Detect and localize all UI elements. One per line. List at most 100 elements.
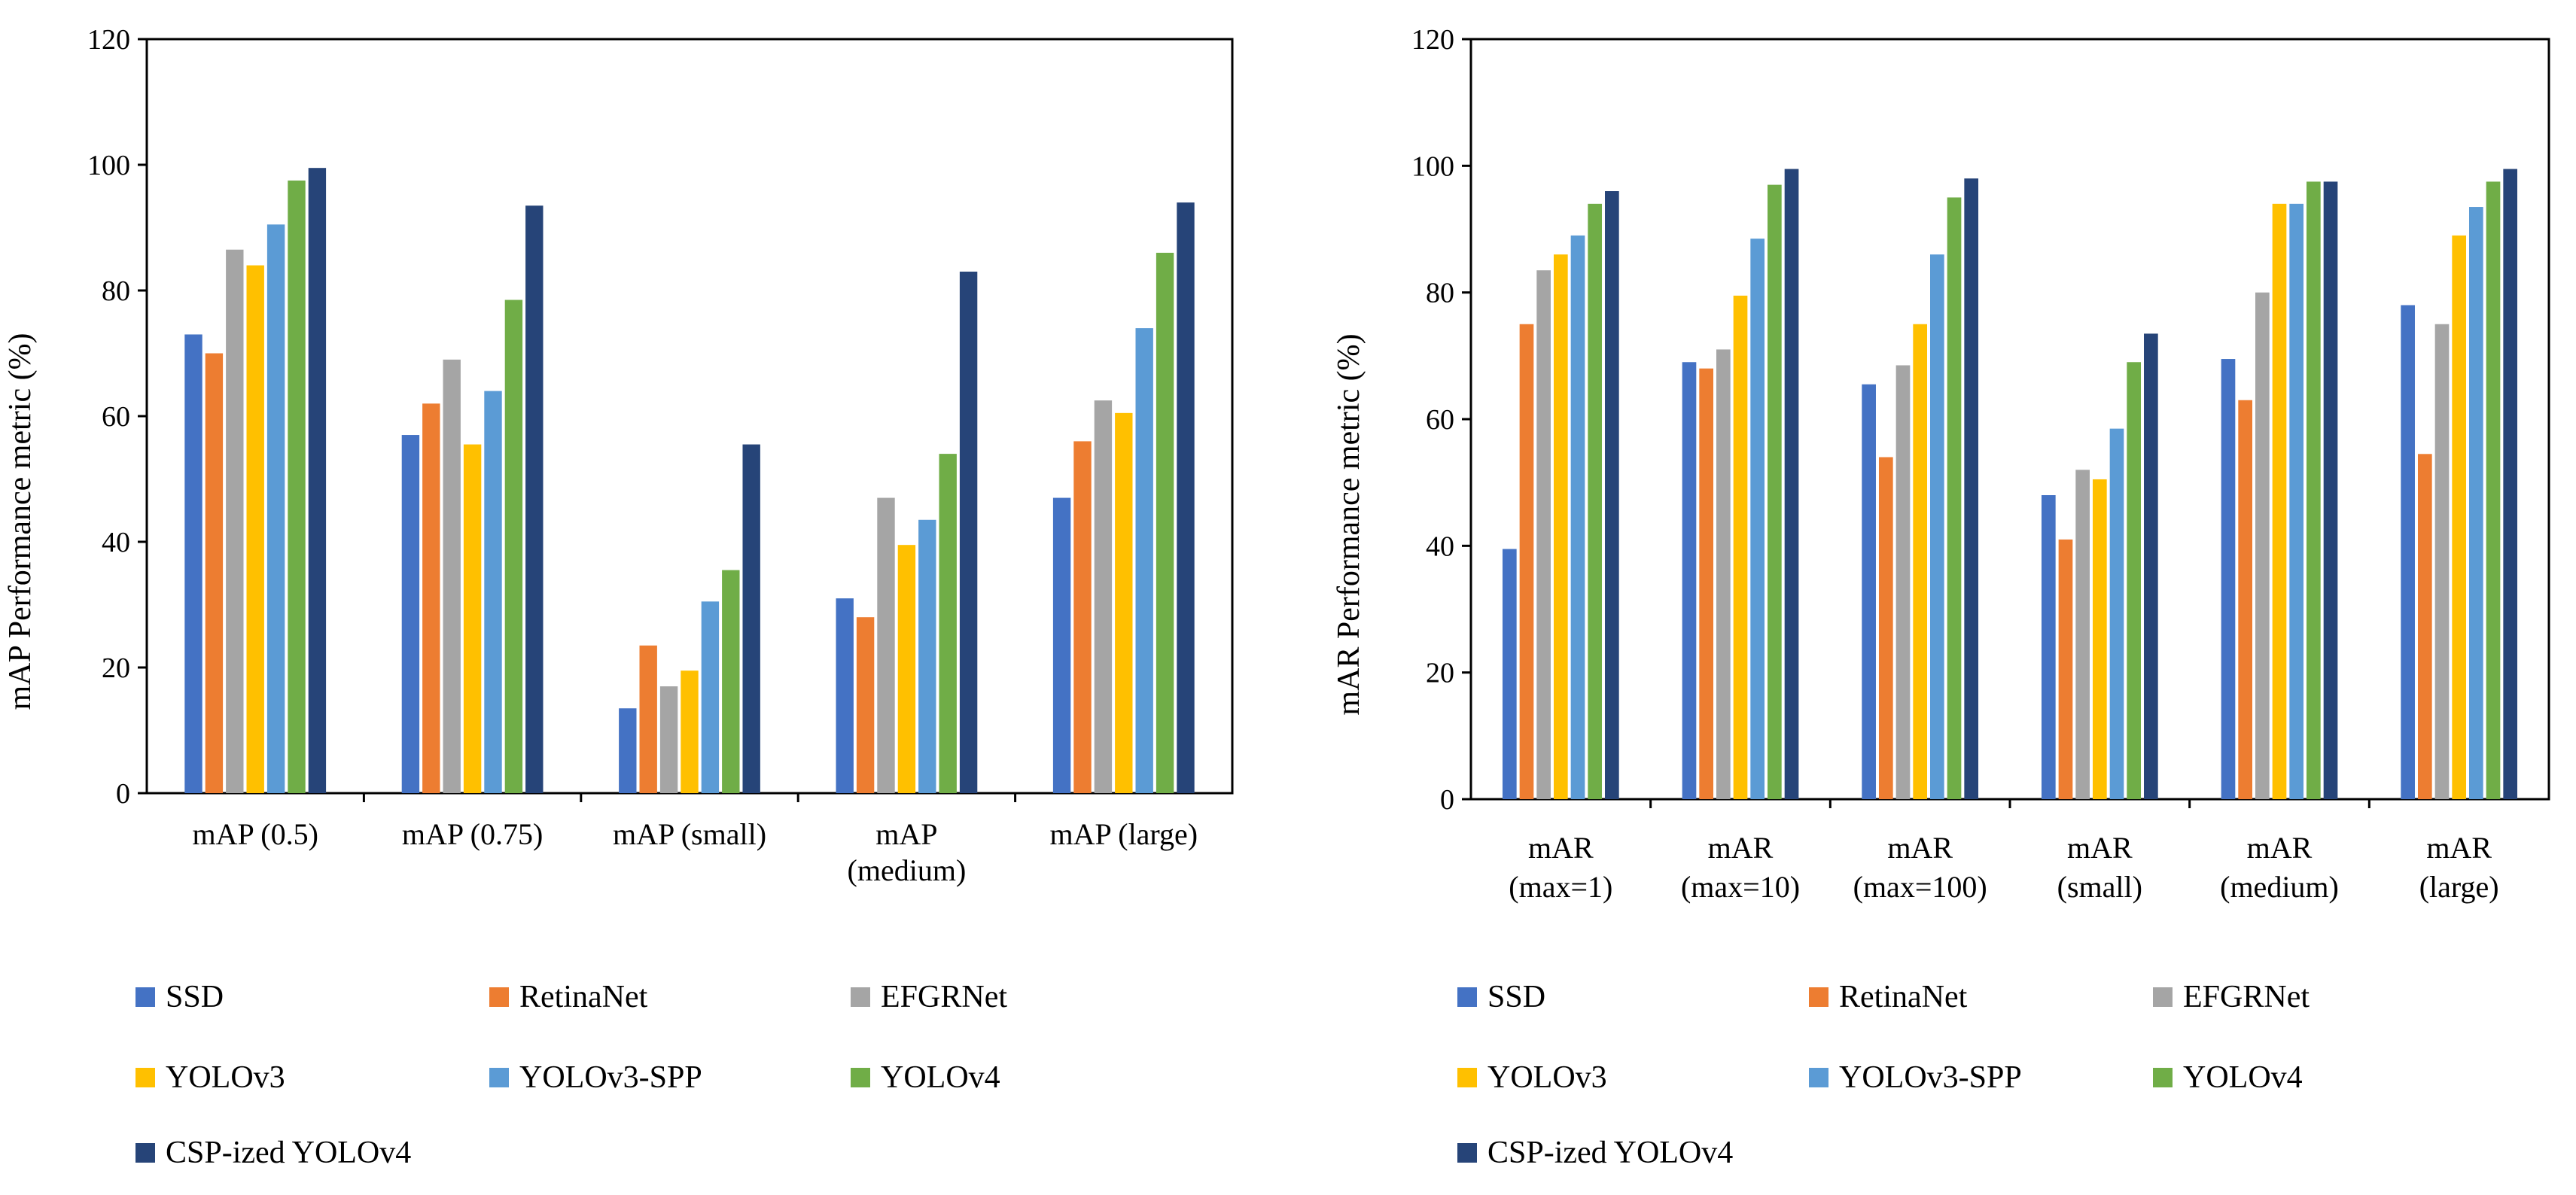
bar-efgrnet: [226, 249, 244, 794]
y-tick-label: 0: [1440, 784, 1454, 816]
bar-retinanet: [856, 617, 875, 793]
legend-label: YOLOv3-SPP: [519, 1060, 702, 1095]
legend-swatch: [1457, 987, 1477, 1007]
bar-ssd: [619, 708, 637, 793]
legend-label: YOLOv3-SPP: [1839, 1060, 2022, 1095]
y-tick-label: 100: [87, 150, 130, 181]
bar-ssd: [184, 334, 202, 793]
legend-swatch: [135, 1143, 155, 1163]
y-axis-title: mAR Performance metric (%): [1332, 333, 1366, 715]
bar-yolov4: [2127, 362, 2142, 799]
bar-retinanet: [205, 353, 224, 793]
bar-yolov3-spp: [701, 601, 720, 793]
plot-area: [1469, 38, 2550, 801]
legend-swatch: [1809, 987, 1828, 1007]
x-tick-label: mAP (large): [1049, 817, 1198, 851]
bar-ssd: [1052, 497, 1071, 793]
bar-yolov3-spp: [1570, 235, 1585, 800]
x-tick-label: (large): [2419, 870, 2499, 904]
bar-yolov4: [1768, 184, 1782, 800]
bar-efgrnet: [1716, 349, 1731, 800]
bar-efgrnet: [659, 686, 678, 793]
bar-ssd: [1862, 384, 1876, 799]
y-tick-label: 40: [1426, 531, 1454, 562]
bar-retinanet: [2058, 539, 2073, 799]
legend-swatch: [135, 987, 155, 1007]
y-tick-label: 80: [102, 275, 130, 307]
legend-swatch: [851, 1068, 870, 1087]
bar-efgrnet: [1536, 270, 1551, 799]
y-tick-label: 60: [1426, 404, 1454, 436]
bar-efgrnet: [877, 497, 895, 793]
bar-csp-ized-yolov4: [959, 271, 978, 793]
bar-ssd: [401, 435, 420, 793]
bar-yolov3: [1553, 254, 1568, 800]
bar-yolov3-spp: [2469, 207, 2483, 800]
x-tick-label: (medium): [2220, 870, 2339, 904]
bar-yolov3-spp: [1930, 254, 1944, 800]
legend-swatch: [135, 1068, 155, 1087]
legend-label: YOLOv4: [2183, 1060, 2303, 1095]
bar-yolov3-spp: [484, 391, 502, 793]
legend-label: CSP-ized YOLOv4: [1487, 1136, 1733, 1170]
bar-yolov3-spp: [1750, 239, 1765, 799]
legend-label: SSD: [1487, 980, 1545, 1014]
bar-retinanet: [2417, 454, 2432, 799]
bar-retinanet: [1519, 324, 1534, 799]
bar-csp-ized-yolov4: [1605, 191, 1619, 799]
bar-ssd: [836, 598, 854, 793]
bar-retinanet: [422, 403, 440, 793]
bar-yolov3: [2272, 203, 2287, 799]
bar-efgrnet: [2075, 470, 2090, 799]
bar-yolov4: [939, 454, 957, 793]
y-tick-label: 40: [102, 527, 130, 558]
y-tick-label: 80: [1426, 278, 1454, 309]
bar-yolov4: [504, 300, 523, 793]
legend-label: YOLOv4: [881, 1060, 1000, 1095]
x-tick-label: mAR: [2426, 831, 2492, 865]
bar-yolov4: [1588, 203, 1603, 799]
y-tick-label: 20: [102, 652, 130, 684]
y-tick-label: 0: [116, 778, 130, 810]
legend-swatch: [1457, 1143, 1477, 1163]
bar-efgrnet: [443, 359, 461, 794]
bar-efgrnet: [1895, 365, 1911, 799]
bar-yolov3: [2452, 235, 2467, 800]
bar-retinanet: [1073, 441, 1092, 793]
bar-csp-ized-yolov4: [1784, 169, 1799, 799]
legend-swatch: [489, 987, 509, 1007]
bar-yolov3-spp: [266, 224, 285, 793]
x-tick-label: mAR: [1887, 831, 1953, 865]
map-chart: 0 20 40 60 80 100 120 mAP Performance metric (%…: [3, 24, 1234, 1170]
y-tick-label: 120: [1411, 24, 1454, 56]
bar-yolov3: [2092, 479, 2107, 799]
bar-yolov3: [681, 670, 699, 793]
bar-ssd: [2221, 359, 2236, 800]
y-tick-label: 60: [102, 401, 130, 433]
x-tick-label: mAP: [875, 817, 937, 851]
bar-ssd: [1682, 362, 1697, 799]
bar-yolov3: [897, 545, 916, 793]
bar-yolov3-spp: [2289, 203, 2304, 799]
x-tick-label: (max=10): [1681, 870, 1800, 904]
legend-label: RetinaNet: [519, 980, 648, 1014]
bar-yolov3: [1913, 324, 1928, 799]
legend-swatch: [1809, 1068, 1828, 1087]
bar-ssd: [2401, 305, 2415, 799]
x-tick-label: (small): [2057, 870, 2142, 904]
bar-yolov3-spp: [918, 519, 936, 793]
bar-yolov4: [2307, 181, 2321, 799]
bar-csp-ized-yolov4: [1964, 178, 1979, 799]
x-tick-label: (max=1): [1509, 870, 1612, 904]
bar-yolov3: [1733, 295, 1748, 799]
x-tick-label: (max=100): [1853, 870, 1987, 904]
bar-yolov4: [288, 180, 306, 793]
bar-csp-ized-yolov4: [2144, 333, 2158, 799]
bar-efgrnet: [1094, 400, 1113, 793]
bar-yolov3: [246, 265, 264, 794]
bar-retinanet: [1878, 457, 1893, 799]
legend-swatch: [1457, 1068, 1477, 1087]
bar-retinanet: [639, 645, 657, 793]
legend-swatch: [2153, 987, 2173, 1007]
bar-csp-ized-yolov4: [525, 205, 544, 793]
